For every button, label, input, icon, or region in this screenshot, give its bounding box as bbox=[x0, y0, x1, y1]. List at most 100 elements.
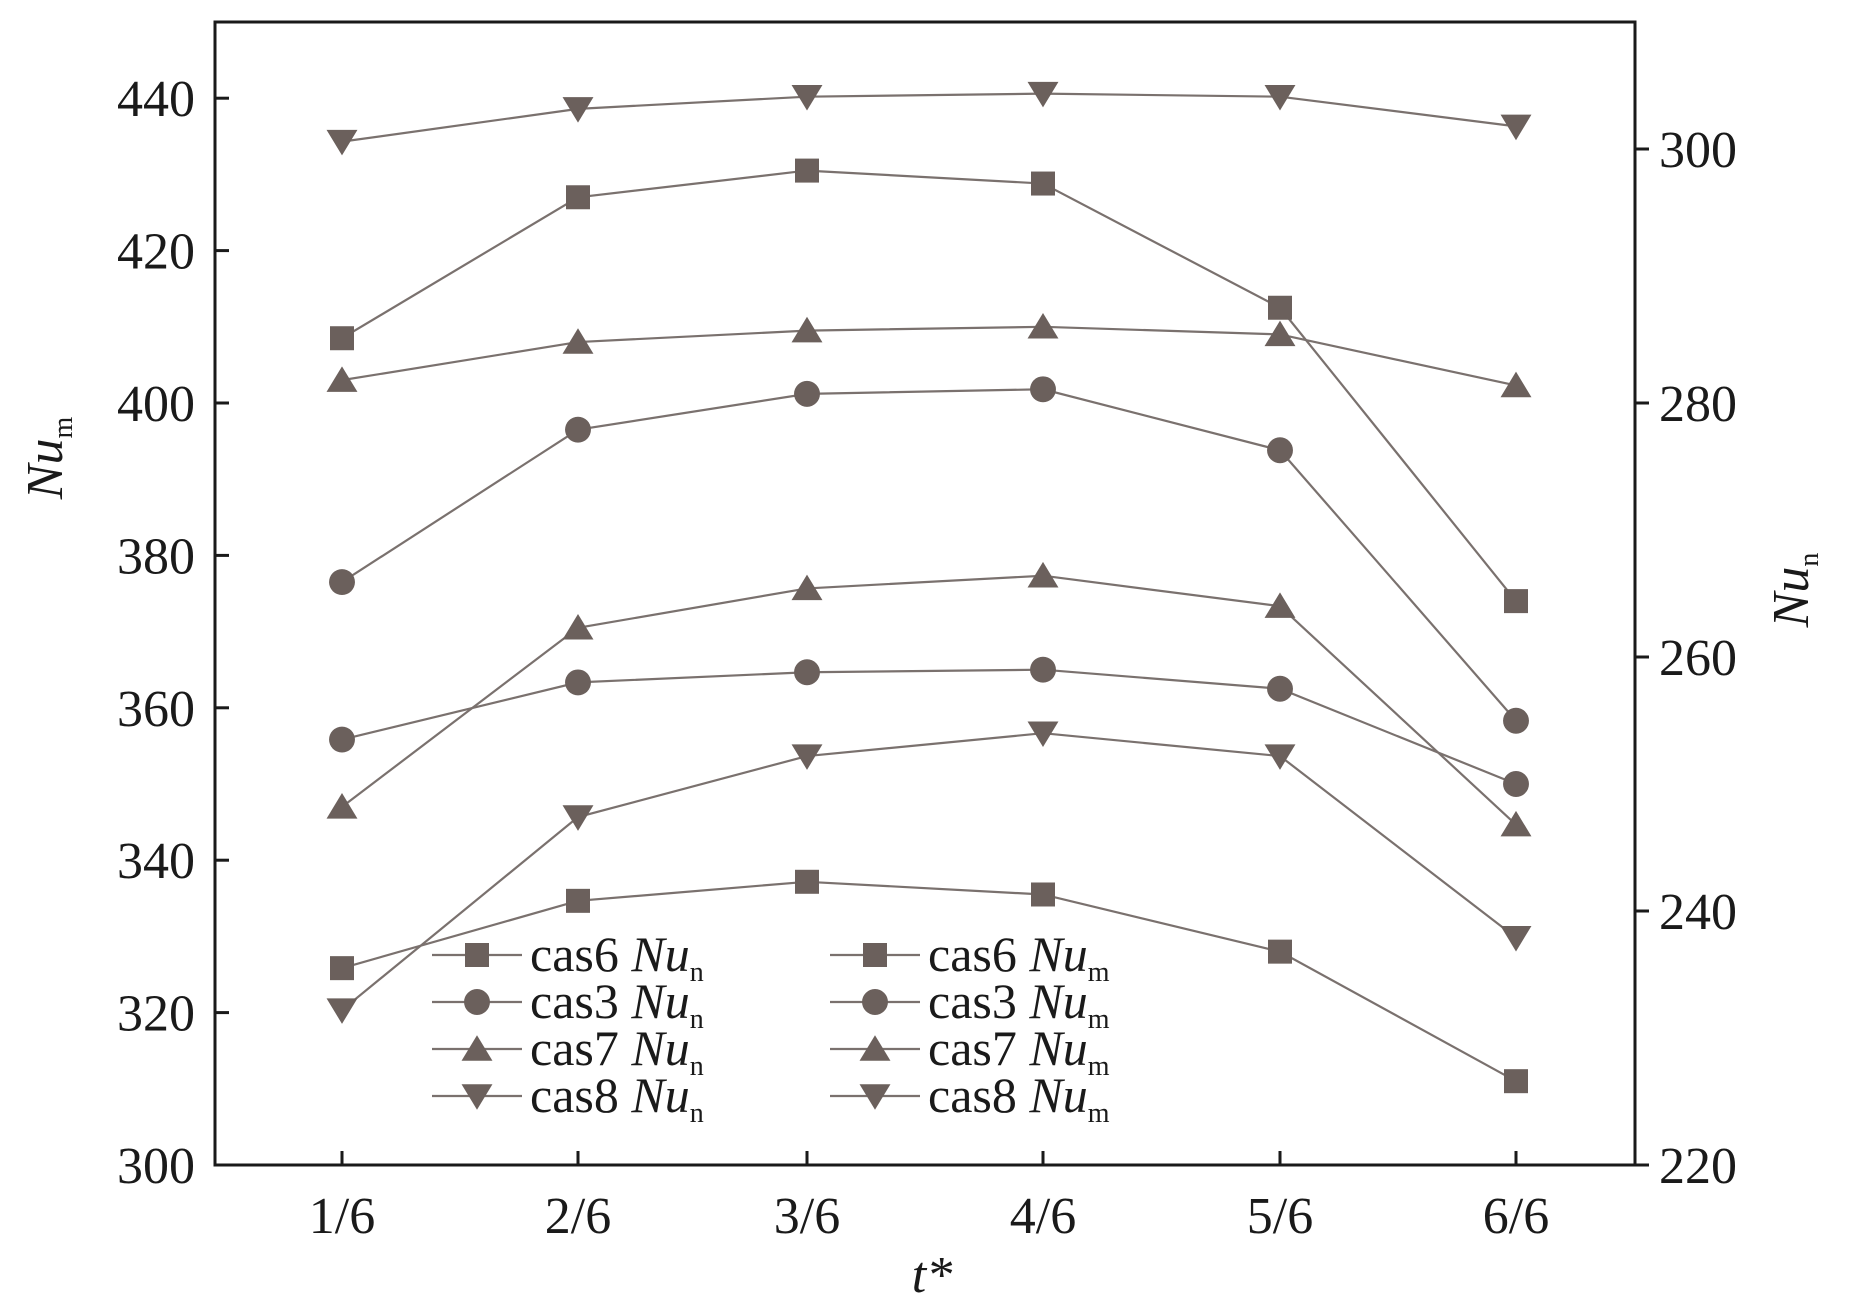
legend-subscript: n bbox=[690, 1098, 704, 1129]
data-point bbox=[795, 158, 819, 183]
legend-case-name: cas8 bbox=[530, 1067, 631, 1123]
legend-subscript: m bbox=[1088, 1098, 1110, 1129]
legend-variable: Nu bbox=[1028, 1067, 1087, 1123]
series-line bbox=[341, 732, 1517, 1011]
legend-item: cas8 Num bbox=[830, 1067, 1110, 1129]
left-tick-label: 400 bbox=[117, 376, 195, 433]
series-line bbox=[341, 668, 1517, 786]
legend-case-name: cas6 bbox=[530, 926, 631, 982]
data-point bbox=[326, 998, 358, 1024]
data-point bbox=[1027, 561, 1059, 588]
data-point bbox=[1500, 114, 1532, 141]
legend-case-name: cas7 bbox=[530, 1020, 631, 1076]
series-line bbox=[341, 169, 1517, 602]
series-6 bbox=[329, 376, 1529, 734]
legend-marker bbox=[859, 1035, 891, 1061]
data-point bbox=[1268, 295, 1292, 320]
series-2 bbox=[329, 656, 1529, 797]
data-point bbox=[791, 744, 823, 770]
data-point bbox=[794, 659, 820, 686]
legend-item: cas3 Num bbox=[830, 973, 1110, 1035]
data-point bbox=[562, 328, 594, 354]
left-tick-label: 360 bbox=[117, 681, 195, 738]
right-axis-title: Nun bbox=[1763, 553, 1825, 629]
legend-variable: Nu bbox=[1028, 926, 1087, 982]
data-point bbox=[1264, 592, 1296, 618]
x-axis: 1/6 2/6 3/6 4/6 5/6 6/6 bbox=[309, 1151, 1549, 1245]
legend-variable: Nu bbox=[1028, 1020, 1087, 1076]
legend-subscript: m bbox=[1088, 957, 1110, 988]
legend-variable: Nu bbox=[630, 1020, 689, 1076]
data-point bbox=[791, 574, 823, 601]
right-axis-title-main: Nu bbox=[1763, 567, 1820, 629]
data-point bbox=[566, 888, 590, 913]
right-tick-label: 260 bbox=[1659, 630, 1737, 687]
data-point bbox=[562, 613, 594, 640]
legend-variable: Nu bbox=[630, 926, 689, 982]
data-point bbox=[326, 793, 358, 819]
data-point bbox=[1504, 1069, 1528, 1094]
data-point bbox=[326, 366, 358, 392]
legend-marker bbox=[859, 1084, 891, 1110]
data-point bbox=[1264, 744, 1296, 770]
series-line bbox=[341, 388, 1517, 722]
data-point bbox=[1503, 771, 1529, 797]
data-point bbox=[1031, 171, 1055, 196]
data-point bbox=[1027, 81, 1059, 108]
x-tick-label: 6/6 bbox=[1483, 1188, 1549, 1245]
legend-item: cas7 Num bbox=[830, 1020, 1110, 1082]
legend-label: cas6 Nun bbox=[530, 926, 704, 988]
data-point bbox=[1264, 320, 1296, 347]
legend-variable: Nu bbox=[630, 1067, 689, 1123]
left-axis: 300 320 340 360 380 400 420 440 bbox=[117, 71, 229, 1195]
legend-subscript: n bbox=[690, 1051, 704, 1082]
data-point bbox=[794, 380, 820, 407]
x-axis-title: t* bbox=[912, 1247, 952, 1304]
data-point bbox=[1267, 675, 1293, 702]
plot-frame bbox=[213, 20, 1637, 1167]
legend-marker bbox=[461, 1084, 493, 1110]
legend-case-name: cas3 bbox=[928, 973, 1029, 1029]
legend-case-name: cas6 bbox=[928, 926, 1029, 982]
legend-subscript: m bbox=[1088, 1004, 1110, 1035]
data-point bbox=[330, 326, 354, 351]
left-tick-label: 300 bbox=[117, 1138, 195, 1195]
legend-label: cas7 Num bbox=[928, 1020, 1110, 1082]
data-point bbox=[795, 869, 819, 894]
data-point bbox=[1027, 721, 1059, 747]
data-point bbox=[1031, 882, 1055, 907]
x-tick-label: 2/6 bbox=[545, 1188, 611, 1245]
data-point bbox=[791, 316, 823, 343]
data-point bbox=[1268, 939, 1292, 964]
data-point bbox=[1267, 437, 1293, 464]
legend-label: cas3 Num bbox=[928, 973, 1110, 1035]
legend-subscript: n bbox=[690, 1004, 704, 1035]
data-point bbox=[565, 669, 591, 696]
legend-item: cas6 Nun bbox=[432, 926, 704, 988]
x-tick-label: 4/6 bbox=[1010, 1188, 1076, 1245]
data-point bbox=[1500, 371, 1532, 398]
legend-marker bbox=[862, 989, 888, 1015]
left-axis-title: Num bbox=[17, 417, 79, 501]
legend-subscript: n bbox=[690, 957, 704, 988]
legend-case-name: cas3 bbox=[530, 973, 631, 1029]
data-point bbox=[565, 416, 591, 443]
series-7 bbox=[326, 313, 1532, 398]
data-point bbox=[1500, 810, 1532, 837]
legend-variable: Nu bbox=[630, 973, 689, 1029]
data-point bbox=[329, 569, 355, 596]
legend-marker bbox=[464, 989, 490, 1015]
right-tick-label: 220 bbox=[1659, 1138, 1737, 1195]
series-line bbox=[341, 880, 1517, 1083]
series-5 bbox=[330, 158, 1528, 614]
right-axis-title-sub: n bbox=[1794, 553, 1825, 567]
data-point bbox=[562, 97, 594, 123]
series-line bbox=[341, 325, 1517, 387]
series-layer bbox=[326, 81, 1532, 1094]
data-point bbox=[330, 956, 354, 981]
right-tick-label: 280 bbox=[1659, 376, 1737, 433]
data-point bbox=[562, 805, 594, 831]
legend-marker bbox=[863, 943, 887, 967]
x-tick-label: 3/6 bbox=[774, 1188, 840, 1245]
